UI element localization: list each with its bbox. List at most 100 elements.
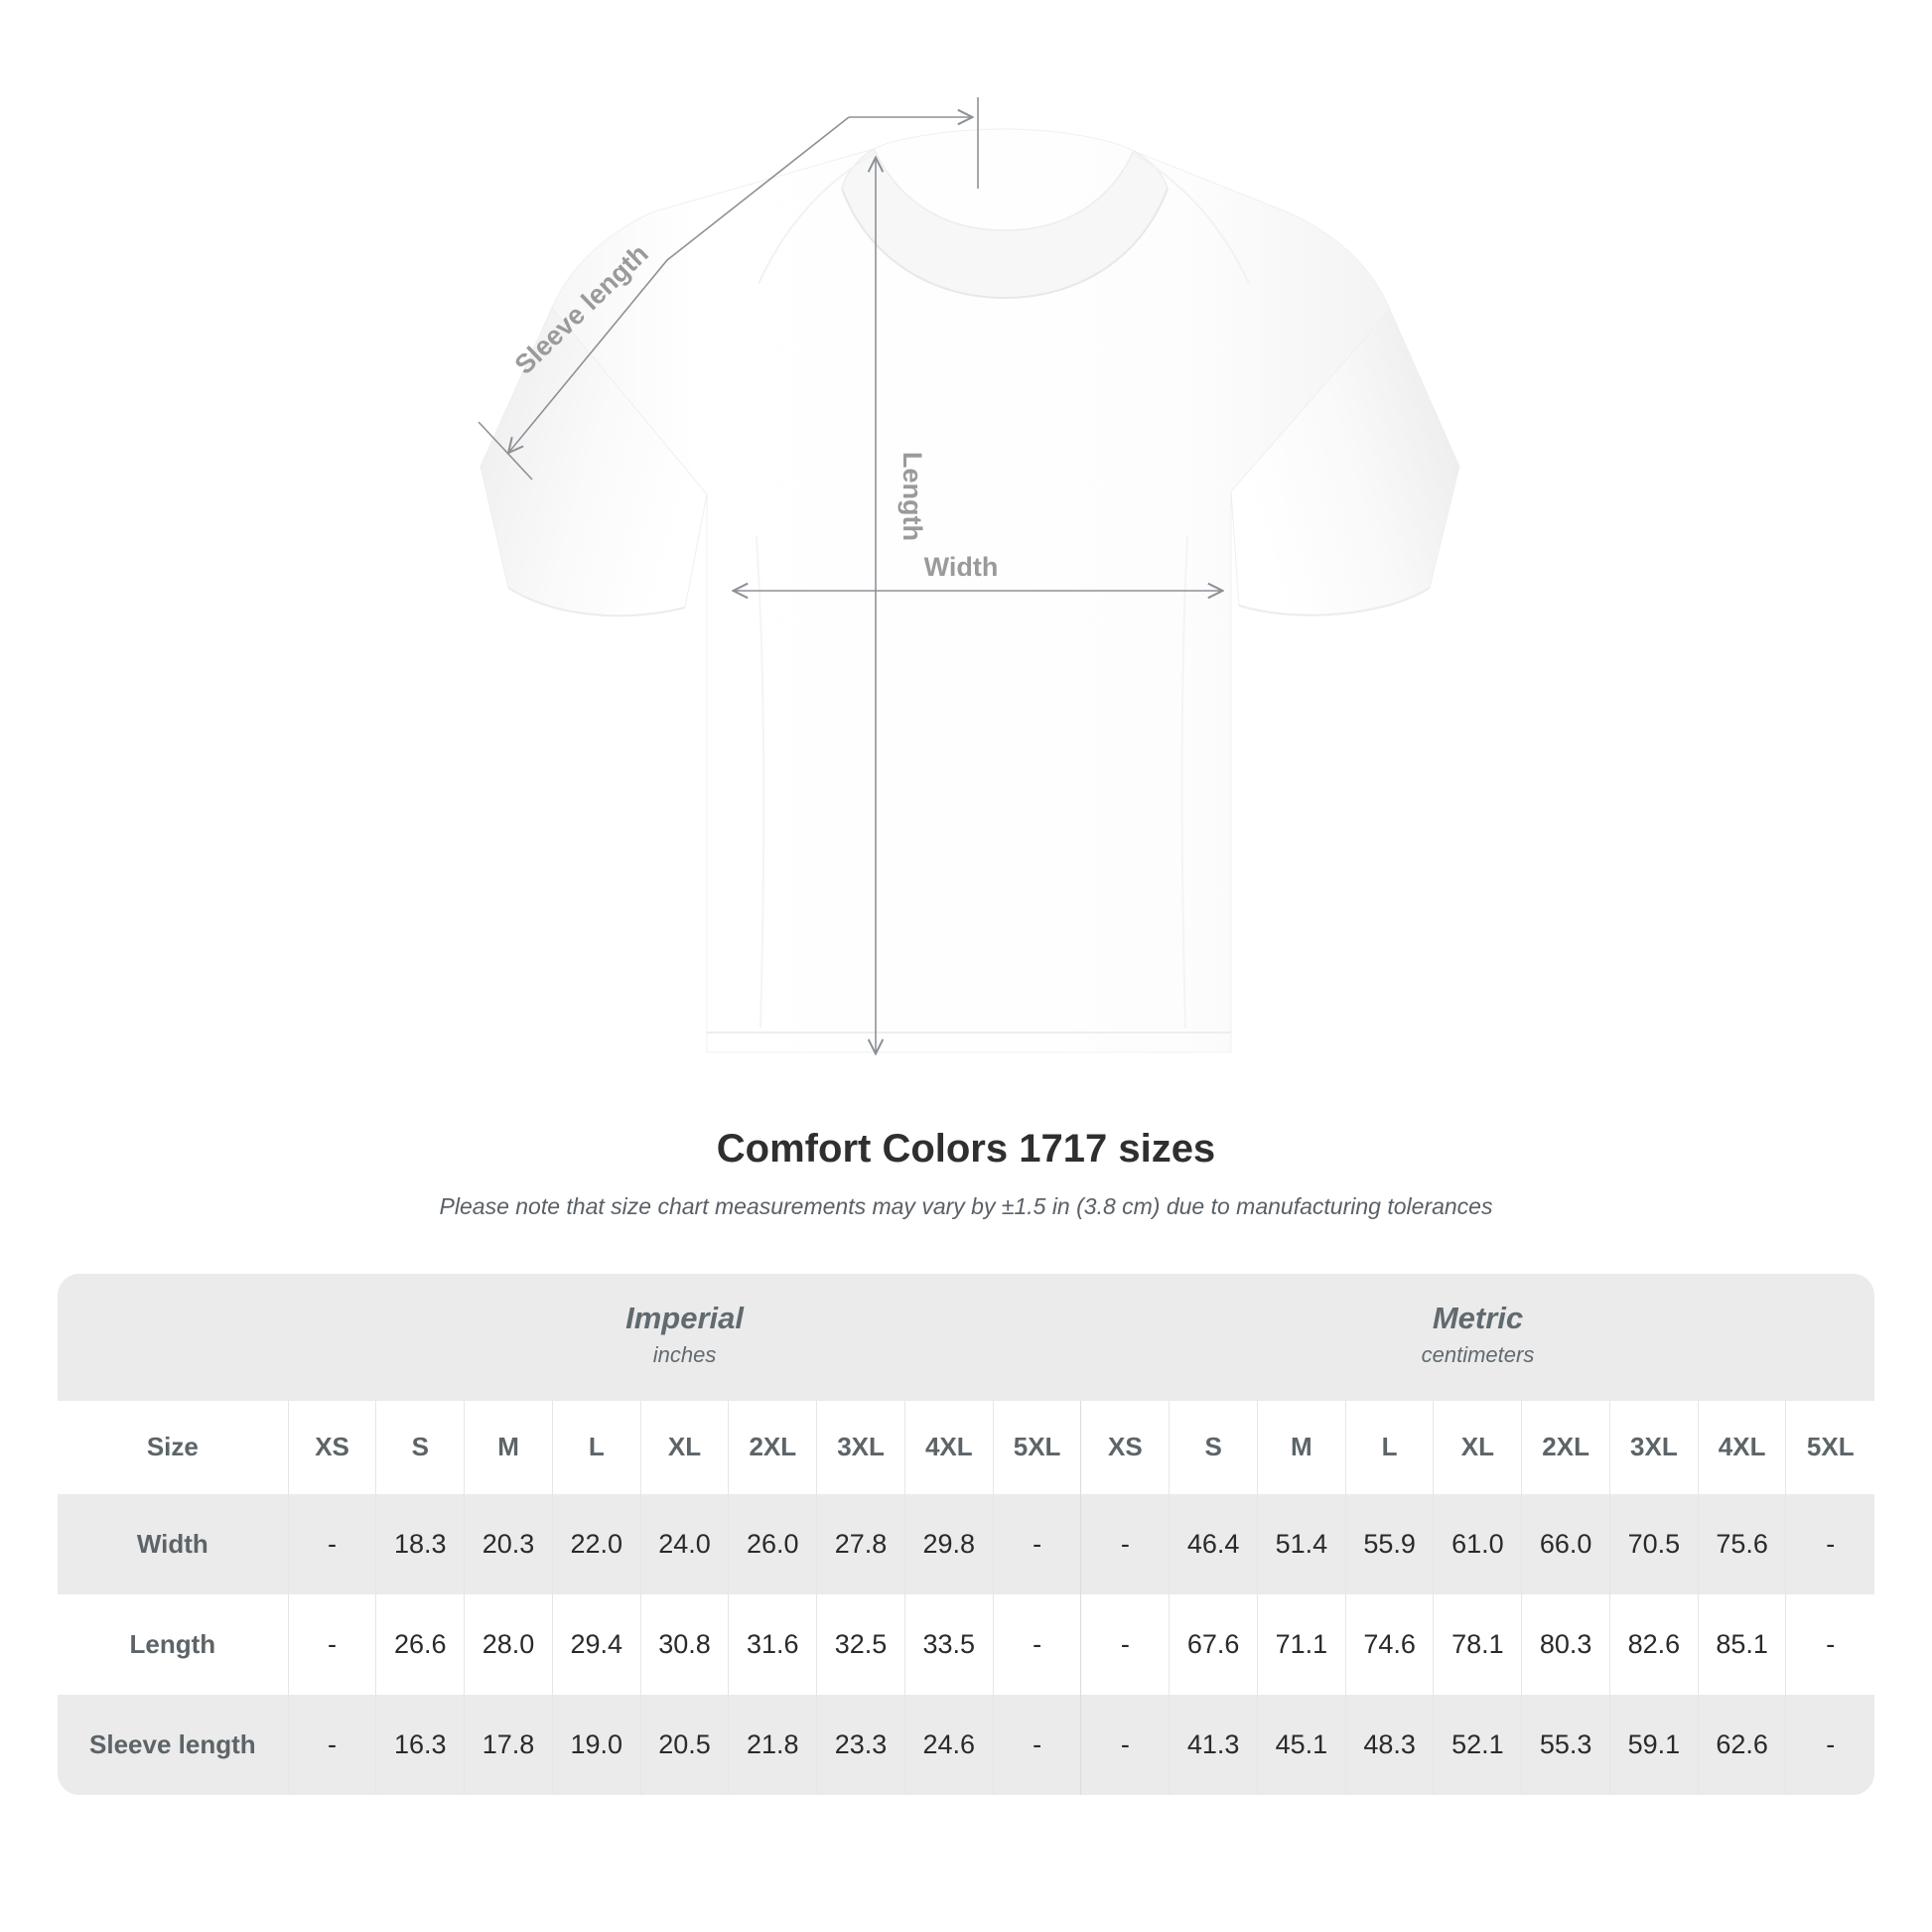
cell-imperial-m: 28.0 <box>464 1593 553 1695</box>
size-header-m: M <box>464 1400 553 1494</box>
cell-imperial-xs: - <box>287 1593 376 1695</box>
cell-metric-2xl: 55.3 <box>1521 1694 1610 1795</box>
cell-metric-m: 45.1 <box>1256 1694 1346 1795</box>
cell-imperial-3xl: 32.5 <box>816 1593 905 1695</box>
cell-metric-4xl: 75.6 <box>1697 1493 1786 1594</box>
cell-metric-s: 46.4 <box>1169 1493 1258 1594</box>
sleeve-leader-line <box>509 116 850 452</box>
cell-imperial-5xl: - <box>992 1593 1081 1695</box>
cell-imperial-xs: - <box>287 1694 376 1795</box>
cell-metric-l: 48.3 <box>1344 1694 1434 1795</box>
size-header-xl: XL <box>1433 1400 1522 1494</box>
size-header-label: Size <box>58 1400 289 1494</box>
size-header-5xl: 5XL <box>1785 1400 1874 1494</box>
cell-imperial-l: 19.0 <box>551 1694 641 1795</box>
cell-metric-s: 67.6 <box>1169 1593 1258 1695</box>
cell-imperial-m: 17.8 <box>464 1694 553 1795</box>
size-header-s: S <box>1169 1400 1258 1494</box>
size-header-xs: XS <box>1080 1400 1170 1494</box>
size-header-3xl: 3XL <box>1608 1400 1699 1494</box>
cell-metric-xs: - <box>1080 1694 1170 1795</box>
cell-metric-5xl: - <box>1785 1493 1874 1594</box>
cell-imperial-m: 20.3 <box>464 1493 553 1594</box>
unit-group-sub: inches <box>652 1341 717 1367</box>
cell-imperial-5xl: - <box>992 1493 1081 1594</box>
size-header-4xl: 4XL <box>903 1400 994 1494</box>
size-header-3xl: 3XL <box>816 1400 905 1494</box>
unit-group-metric: Metric centimeters <box>1080 1274 1874 1401</box>
size-header-row: Size XS S M L XL 2XL 3XL 4XL 5XL XS S M L XL 2XL 3XL 4XL 5… <box>58 1400 1874 1494</box>
size-header-xs: XS <box>287 1400 376 1494</box>
size-header-m: M <box>1256 1400 1346 1494</box>
table-row: Sleeve length -16.3 17.8 19.0 20.5 21.8 23.3 24… <box>58 1694 1874 1795</box>
unit-group-imperial: Imperial inches <box>288 1274 1081 1401</box>
cell-imperial-3xl: 27.8 <box>816 1493 905 1594</box>
cell-imperial-xs: - <box>287 1493 376 1594</box>
cell-metric-3xl: 82.6 <box>1608 1593 1699 1695</box>
cell-metric-2xl: 66.0 <box>1521 1493 1610 1594</box>
row-label: Width <box>58 1493 289 1594</box>
cell-imperial-3xl: 23.3 <box>816 1694 905 1795</box>
size-header-l: L <box>1344 1400 1434 1494</box>
size-header-l: L <box>551 1400 641 1494</box>
cell-imperial-xl: 24.0 <box>639 1493 729 1594</box>
cell-metric-xl: 61.0 <box>1433 1493 1522 1594</box>
unit-group-sub: centimeters <box>1421 1341 1535 1367</box>
unit-group-name: Imperial <box>625 1301 745 1335</box>
title-block: Comfort Colors 1717 sizes Please note th… <box>0 1127 1932 1220</box>
table-row: Width -18.3 20.3 22.0 24.0 26.0 27.8 29.8- -46.4… <box>58 1493 1874 1594</box>
length-label: Length <box>897 452 927 541</box>
size-header-2xl: 2XL <box>728 1400 817 1494</box>
width-label: Width <box>924 552 999 582</box>
cell-metric-5xl: - <box>1785 1694 1874 1795</box>
size-header-2xl: 2XL <box>1521 1400 1610 1494</box>
cell-metric-4xl: 62.6 <box>1697 1694 1786 1795</box>
cell-imperial-2xl: 31.6 <box>728 1593 817 1695</box>
unit-header-row: Imperial inches Metric centimeters <box>58 1274 1874 1401</box>
row-label: Sleeve length <box>58 1694 289 1795</box>
cell-imperial-2xl: 21.8 <box>728 1694 817 1795</box>
cell-imperial-l: 29.4 <box>551 1593 641 1695</box>
cell-metric-xs: - <box>1080 1593 1170 1695</box>
table-row: Length -26.6 28.0 29.4 30.8 31.6 32.5 33.5- -67.… <box>58 1593 1874 1695</box>
cell-imperial-xl: 20.5 <box>639 1694 729 1795</box>
cell-imperial-l: 22.0 <box>551 1493 641 1594</box>
cell-imperial-s: 16.3 <box>375 1694 465 1795</box>
cell-imperial-2xl: 26.0 <box>728 1493 817 1594</box>
cell-imperial-5xl: - <box>992 1694 1081 1795</box>
page-title: Comfort Colors 1717 sizes <box>716 1127 1216 1171</box>
cell-metric-xl: 78.1 <box>1433 1593 1522 1695</box>
cell-imperial-s: 18.3 <box>375 1493 465 1594</box>
cell-metric-xl: 52.1 <box>1433 1694 1522 1795</box>
cell-metric-5xl: - <box>1785 1593 1874 1695</box>
cell-imperial-4xl: 24.6 <box>903 1694 994 1795</box>
cell-metric-m: 71.1 <box>1256 1593 1346 1695</box>
tolerance-note: Please note that size chart measurements… <box>439 1193 1493 1219</box>
size-table-container: Imperial inches Metric centimeters Size XS S M L… <box>58 1274 1874 1795</box>
cell-imperial-4xl: 29.8 <box>903 1493 994 1594</box>
cell-metric-l: 74.6 <box>1344 1593 1434 1695</box>
unit-group-name: Metric <box>1432 1301 1524 1335</box>
cell-metric-m: 51.4 <box>1256 1493 1346 1594</box>
cell-metric-2xl: 80.3 <box>1521 1593 1610 1695</box>
cell-imperial-xl: 30.8 <box>639 1593 729 1695</box>
garment-diagram: Sleeve length Length Width <box>478 97 1460 1112</box>
sleeve-end-tick <box>478 421 533 481</box>
size-header-xl: XL <box>639 1400 729 1494</box>
size-header-5xl: 5XL <box>992 1400 1081 1494</box>
size-table: Imperial inches Metric centimeters Size XS S M L… <box>58 1274 1874 1795</box>
row-label: Length <box>58 1593 289 1695</box>
cell-imperial-4xl: 33.5 <box>903 1593 994 1695</box>
cell-metric-3xl: 59.1 <box>1608 1694 1699 1795</box>
size-header-4xl: 4XL <box>1697 1400 1786 1494</box>
cell-metric-s: 41.3 <box>1169 1694 1258 1795</box>
dimension-lines <box>478 97 1221 1052</box>
cell-metric-xs: - <box>1080 1493 1170 1594</box>
cell-imperial-s: 26.6 <box>375 1593 465 1695</box>
unit-header-spacer <box>58 1274 289 1401</box>
cell-metric-4xl: 85.1 <box>1697 1593 1786 1695</box>
size-header-s: S <box>375 1400 465 1494</box>
cell-metric-3xl: 70.5 <box>1608 1493 1699 1594</box>
cell-metric-l: 55.9 <box>1344 1493 1434 1594</box>
